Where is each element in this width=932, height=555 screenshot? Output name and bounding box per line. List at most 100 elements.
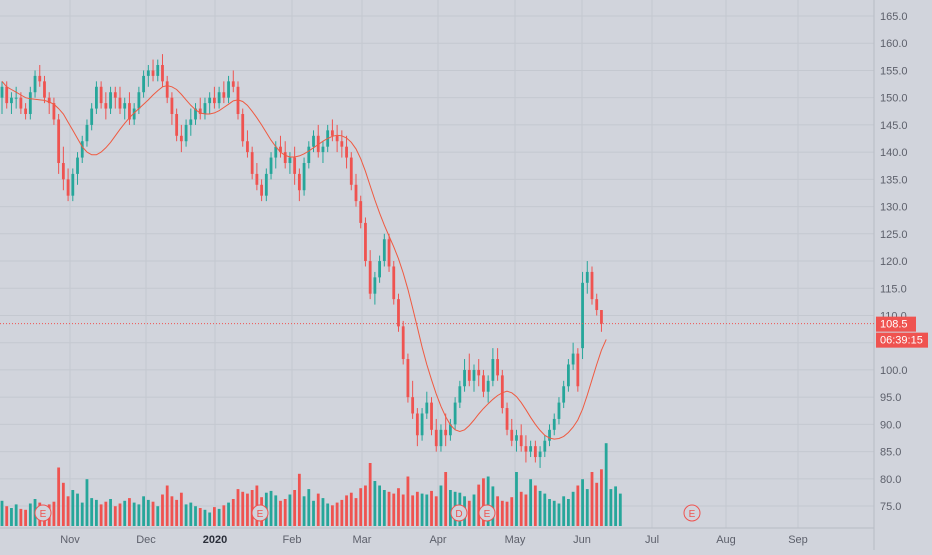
candle <box>373 277 377 294</box>
volume-bar <box>189 502 193 526</box>
volume-bar <box>340 499 344 526</box>
candle <box>170 97 174 115</box>
candle <box>279 146 282 153</box>
candle <box>420 413 424 436</box>
candle <box>71 173 75 196</box>
volume-bar <box>500 500 504 526</box>
candle <box>425 402 429 414</box>
candle <box>477 369 481 376</box>
candle <box>378 261 381 278</box>
volume-bar <box>590 472 594 526</box>
price-tick-label: 115.0 <box>880 283 907 295</box>
candle <box>524 446 528 452</box>
volume-bar <box>420 493 424 526</box>
candle <box>415 413 419 436</box>
candle <box>264 173 268 196</box>
volume-bar <box>519 491 523 526</box>
candles <box>0 54 603 468</box>
candle <box>293 157 297 174</box>
candle <box>132 108 136 120</box>
event-marker: E <box>251 504 269 522</box>
volume-bar <box>571 491 575 526</box>
volume-bar <box>467 500 471 526</box>
volume-bar <box>349 492 353 526</box>
candle <box>165 81 169 98</box>
candle <box>10 97 13 104</box>
volume-bar <box>604 443 608 526</box>
candle <box>269 157 273 174</box>
candle <box>142 75 145 93</box>
volume-bar <box>269 490 273 526</box>
volume-bar <box>307 489 311 526</box>
countdown-tag <box>876 332 928 348</box>
candle <box>80 141 84 158</box>
volume-bar <box>411 495 415 526</box>
grid-lines <box>0 0 875 550</box>
price-axis[interactable]: 165.0 160.0 155.0 150.0 145.0 140.0 135.0 130.0… <box>880 11 908 513</box>
candle <box>500 375 504 409</box>
price-tick-label: 160.0 <box>880 38 908 50</box>
volume-bar <box>335 502 339 526</box>
volume-bar <box>95 499 98 526</box>
volume-bar <box>326 503 330 526</box>
price-tick-label: 140.0 <box>880 147 908 159</box>
volume-bar <box>321 498 325 526</box>
volume-bar <box>600 469 603 526</box>
volume-bar <box>179 492 183 526</box>
volume-bar <box>165 485 169 526</box>
candle <box>241 114 245 142</box>
candle <box>47 97 51 104</box>
price-tick-label: 125.0 <box>880 229 908 241</box>
volume-bar <box>231 499 235 526</box>
candle <box>472 369 476 381</box>
time-tick-label: Dec <box>136 534 156 546</box>
event-label: E <box>257 509 264 520</box>
volume-bar <box>85 479 89 526</box>
candle <box>543 440 547 452</box>
price-tick-label: 150.0 <box>880 93 908 105</box>
volume-bar <box>142 496 145 526</box>
time-axis[interactable]: Nov Dec 2020 Feb Mar Apr May Jun Jul Aug Sep <box>60 534 808 546</box>
price-tick-label: 120.0 <box>880 256 908 268</box>
candle <box>189 119 193 125</box>
volume-bar <box>331 505 334 526</box>
volume-bar <box>430 490 433 526</box>
volume-bar <box>425 494 429 526</box>
time-tick-label: 2020 <box>203 534 227 546</box>
volume-bar <box>99 504 103 526</box>
volume-bar <box>567 499 570 526</box>
volume-bar <box>161 494 164 526</box>
volume-bar <box>109 499 112 526</box>
candle <box>364 222 367 262</box>
volume-bar <box>66 496 70 526</box>
volume-bar <box>19 508 23 526</box>
time-tick-label: Aug <box>716 534 736 546</box>
candle <box>113 92 117 98</box>
time-tick-label: Mar <box>353 534 372 546</box>
volume-bar <box>76 493 79 526</box>
price-tick-label: 75.0 <box>880 501 901 513</box>
candle <box>406 359 410 398</box>
candle <box>246 141 249 153</box>
event-circle <box>251 504 269 522</box>
volume-bar <box>0 500 4 526</box>
candle <box>538 451 542 458</box>
volume-bar <box>373 481 377 526</box>
volume-bar <box>57 467 61 526</box>
volume-bar <box>529 479 533 526</box>
time-tick-label: Jul <box>645 534 659 546</box>
candle <box>515 435 518 441</box>
candle <box>208 97 212 104</box>
volume-bar <box>378 485 381 526</box>
volume-bar <box>90 498 94 526</box>
candle <box>349 157 353 185</box>
volume-bar <box>52 501 56 526</box>
candle <box>217 92 221 104</box>
volume-bar <box>406 476 410 526</box>
candle <box>307 146 311 164</box>
volume-bar <box>364 485 367 526</box>
candle <box>19 97 23 109</box>
volume-bar <box>585 489 589 526</box>
